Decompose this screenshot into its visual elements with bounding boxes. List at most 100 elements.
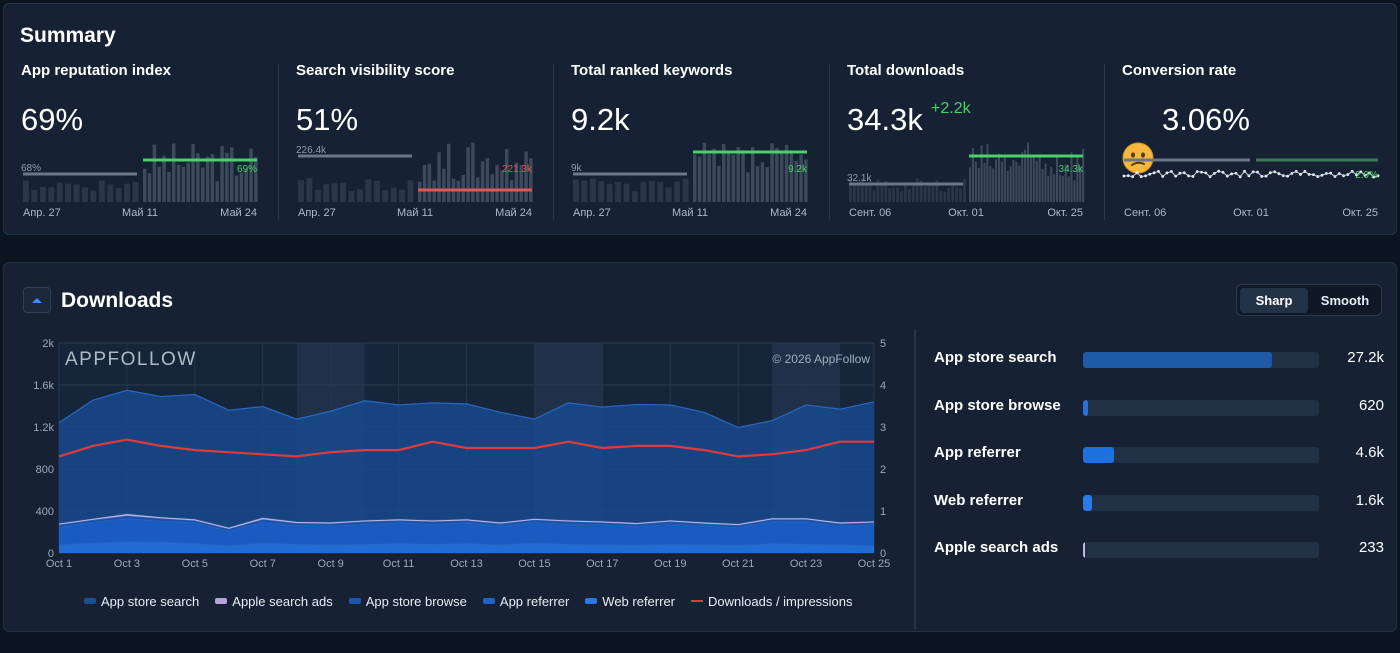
spark-start-label: 32.1k xyxy=(847,173,872,184)
spark-bar xyxy=(162,155,166,202)
downloads-panel: Downloads Sharp Smooth 0 400 800 1.2k 1.6k 2k… xyxy=(3,262,1397,632)
breakdown-value: 620 xyxy=(1358,396,1384,414)
spark-bar xyxy=(461,174,465,202)
spark-bar xyxy=(1047,175,1050,202)
spark-bar xyxy=(427,163,432,202)
spark-x-label: Сент. 06 xyxy=(849,207,891,218)
spark-bar xyxy=(770,143,774,202)
spark-bar xyxy=(176,164,181,202)
breakdown-row[interactable]: Apple search ads 233 xyxy=(934,539,1384,559)
legend-item[interactable]: App referrer xyxy=(482,594,569,609)
spark-bar xyxy=(1009,166,1012,202)
spark-bar xyxy=(382,190,389,202)
downloads-chart[interactable]: 0 400 800 1.2k 1.6k 2k 0 1 2 3 4 5 Oct 1 Oct 3 Oct 5 Oc… xyxy=(4,333,904,653)
breakdown-row[interactable]: App store search 27.2k xyxy=(934,349,1384,369)
area-edge-app-store-search xyxy=(58,389,875,429)
spark-x-label: Окт. 01 xyxy=(948,207,984,218)
spark-bar xyxy=(495,164,499,202)
chevron-up-icon xyxy=(32,298,42,303)
breakdown-row[interactable]: App store browse 620 xyxy=(934,397,1384,417)
chart-style-toggle[interactable]: Sharp Smooth xyxy=(1236,284,1382,316)
breakdown-bar-fill xyxy=(1083,399,1088,416)
legend-item[interactable]: Downloads / impressions xyxy=(691,594,853,609)
spark-bar xyxy=(1079,166,1082,202)
spark-bar xyxy=(48,187,55,202)
watermark: APPFOLLOW xyxy=(65,349,197,370)
sparkline: 226.4k 221.3k Апр. 27 Май 11 Май 24 xyxy=(296,142,533,218)
spark-bar xyxy=(598,181,605,202)
spark-bar xyxy=(447,143,451,202)
legend-item[interactable]: Web referrer xyxy=(585,594,675,609)
legend-item[interactable]: Apple search ads xyxy=(215,594,333,609)
spark-bar xyxy=(980,145,983,202)
metric-value: 51% xyxy=(296,102,359,137)
spark-bar xyxy=(1064,164,1067,202)
spark-bar xyxy=(736,147,740,202)
x-tick: Oct 15 xyxy=(518,558,550,570)
spark-bar xyxy=(648,181,655,202)
area-app-store-search xyxy=(59,390,874,528)
spark-bar xyxy=(205,156,210,202)
spark-bar xyxy=(955,186,958,202)
legend-label: App store search xyxy=(101,593,200,609)
y-right-tick: 1 xyxy=(880,506,886,518)
spark-bar xyxy=(254,157,258,202)
spark-bar xyxy=(437,152,441,202)
legend-label: App store browse xyxy=(365,593,467,609)
legend-label: Web referrer xyxy=(602,593,676,609)
spark-bar xyxy=(65,183,72,202)
spark-bar xyxy=(775,147,779,202)
spark-bar xyxy=(1058,174,1061,202)
spark-bar xyxy=(623,183,630,202)
summary-title: Summary xyxy=(20,24,116,47)
metric-conversion-rate[interactable]: Conversion rate 3.06% 2.9% Сент. 06 Окт. 0… xyxy=(1122,62,1380,222)
spark-x-label: Окт. 25 xyxy=(1342,207,1378,218)
spark-bar xyxy=(340,182,347,202)
spark-x-label: Апр. 27 xyxy=(298,207,336,218)
collapse-button[interactable] xyxy=(23,287,51,313)
spark-bar xyxy=(124,183,131,202)
spark-bar xyxy=(234,175,239,202)
spark-bar xyxy=(977,167,980,202)
sparkline: 68% 69% Апр. 27 Май 11 Май 24 xyxy=(21,143,258,218)
x-tick: Oct 13 xyxy=(450,558,482,570)
spark-bar xyxy=(172,143,176,202)
spark-bar xyxy=(357,189,363,202)
metric-total-downloads[interactable]: Total downloads 34.3k +2.2k 32.1k 34.3k Се… xyxy=(847,62,1097,222)
metric-ranked-keywords[interactable]: Total ranked keywords 9.2k 9k 9.2k Апр. 27… xyxy=(571,62,821,222)
spark-bar xyxy=(39,186,46,202)
breakdown-value: 233 xyxy=(1358,539,1384,556)
breakdown-label: Web referrer xyxy=(934,491,1023,509)
breakdown-label: App referrer xyxy=(934,444,1021,461)
spark-bar xyxy=(186,162,190,202)
y-left-tick: 800 xyxy=(36,464,54,476)
spark-bar xyxy=(157,166,161,202)
breakdown-row[interactable]: Web referrer 1.6k xyxy=(934,492,1384,512)
chart-legend: App store search Apple search ads App stor… xyxy=(84,593,853,609)
spark-bar xyxy=(751,147,755,202)
legend-item[interactable]: App store search xyxy=(84,594,199,609)
spark-bar xyxy=(908,189,911,202)
spark-bar xyxy=(167,171,171,202)
spark-x-label: Май 24 xyxy=(770,207,807,218)
spark-bar xyxy=(896,187,899,202)
spark-bar xyxy=(1003,156,1006,202)
metric-search-visibility[interactable]: Search visibility score 51% 226.4k 221.3k… xyxy=(296,62,546,222)
spark-x-label: Окт. 25 xyxy=(1047,207,1083,218)
spark-bar xyxy=(471,142,475,202)
spark-bar xyxy=(931,183,935,202)
spark-bar xyxy=(755,166,760,202)
x-tick: Oct 1 xyxy=(46,558,72,570)
spark-bar xyxy=(115,187,122,202)
legend-item[interactable]: App store browse xyxy=(348,593,467,609)
y-right-tick: 5 xyxy=(880,338,886,350)
y-right-tick: 0 xyxy=(880,548,886,560)
breakdown-row[interactable]: App referrer 4.6k xyxy=(934,444,1384,464)
toggle-sharp[interactable]: Sharp xyxy=(1240,288,1308,313)
toggle-smooth[interactable]: Smooth xyxy=(1320,293,1370,308)
metric-app-reputation[interactable]: App reputation index 69% 68% 69% Апр. 27 Ма… xyxy=(21,62,271,222)
x-tick: Oct 11 xyxy=(383,558,415,570)
line-downloads-impressions xyxy=(58,438,874,458)
spark-bar xyxy=(789,152,794,202)
spark-bar xyxy=(765,167,769,202)
